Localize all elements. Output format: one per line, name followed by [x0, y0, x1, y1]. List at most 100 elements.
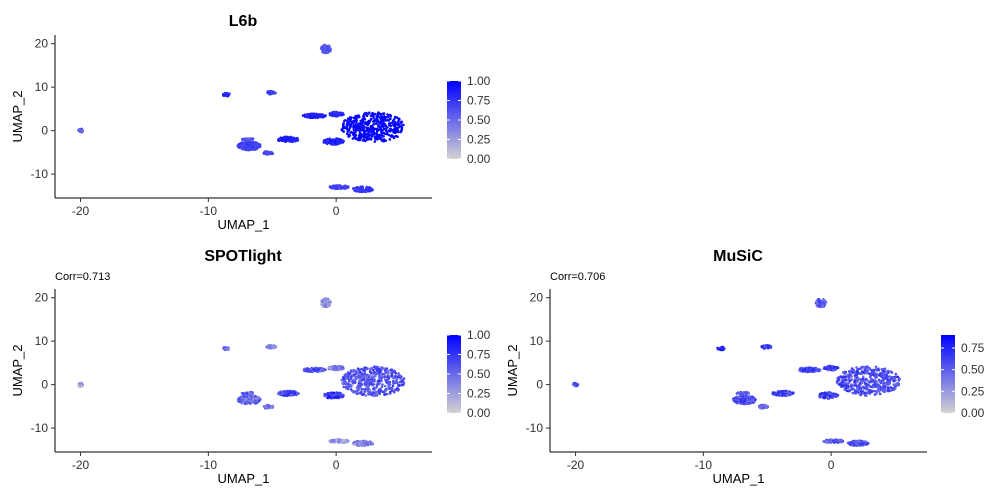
data-point — [337, 391, 341, 395]
legend-label: 1.00 — [467, 74, 491, 88]
data-point — [841, 379, 844, 383]
data-point — [242, 395, 245, 398]
data-point — [877, 368, 880, 372]
data-point — [354, 137, 358, 141]
data-point — [352, 187, 356, 190]
data-point — [853, 371, 857, 375]
data-point — [843, 388, 846, 391]
data-point — [398, 380, 402, 384]
data-point — [886, 383, 890, 386]
data-point — [739, 400, 743, 403]
data-point — [882, 368, 885, 371]
data-point — [375, 386, 378, 389]
correlation-label: Corr=0.713 — [55, 271, 110, 283]
data-point — [331, 111, 334, 114]
data-point — [380, 133, 384, 137]
data-point — [844, 383, 847, 387]
data-point — [338, 111, 342, 115]
data-point — [850, 368, 853, 372]
data-point — [267, 344, 270, 347]
data-point — [372, 387, 375, 391]
y-tick-label: 20 — [35, 37, 49, 51]
data-point — [329, 300, 332, 304]
data-point — [251, 137, 255, 140]
legend-label: 0.25 — [467, 133, 491, 147]
data-point — [355, 372, 358, 375]
data-point — [324, 51, 328, 55]
x-tick-label: 0 — [333, 204, 340, 218]
data-point — [397, 372, 400, 375]
data-point — [339, 367, 342, 370]
data-point — [364, 190, 367, 194]
data-point — [392, 118, 396, 121]
data-point — [878, 380, 882, 384]
data-point — [286, 394, 290, 397]
data-point — [886, 369, 890, 373]
data-point — [874, 365, 878, 369]
data-point — [389, 134, 393, 138]
x-tick-label: -10 — [695, 458, 713, 472]
data-point — [858, 392, 862, 395]
legend-colorbar — [447, 335, 461, 413]
data-point — [238, 144, 241, 147]
data-point — [316, 115, 320, 118]
data-point — [352, 373, 356, 376]
scatter-points — [77, 43, 405, 194]
data-point — [384, 389, 388, 392]
data-point — [889, 389, 893, 392]
data-point — [269, 406, 273, 409]
data-point — [342, 377, 346, 381]
data-point — [341, 366, 344, 369]
data-point — [865, 371, 869, 375]
data-point — [855, 366, 858, 369]
data-point — [321, 113, 325, 116]
data-point — [747, 402, 751, 406]
data-point — [853, 440, 856, 444]
data-point — [352, 443, 356, 446]
data-point — [760, 405, 764, 408]
data-point — [753, 397, 756, 400]
data-point — [836, 376, 839, 380]
data-point — [372, 128, 376, 131]
data-point — [807, 369, 811, 372]
data-point — [244, 139, 247, 142]
y-axis-title: UMAP_2 — [10, 344, 25, 396]
data-point — [885, 373, 888, 376]
data-point — [864, 365, 867, 369]
y-tick-label: 20 — [35, 291, 49, 305]
panel-title: SPOTlight — [204, 248, 282, 265]
data-point — [324, 139, 327, 143]
data-point — [344, 119, 347, 122]
data-point — [400, 120, 404, 124]
data-point — [245, 402, 249, 405]
data-point — [366, 126, 370, 130]
data-point — [342, 385, 346, 389]
data-point — [398, 374, 402, 378]
data-point — [342, 441, 346, 444]
data-point — [364, 440, 368, 444]
data-point — [355, 189, 359, 193]
data-point — [390, 121, 393, 125]
data-point — [358, 138, 362, 142]
y-tick-label: 10 — [35, 334, 49, 348]
data-point — [402, 123, 405, 127]
x-tick-label: 0 — [333, 458, 340, 472]
data-point — [372, 391, 376, 395]
data-point — [342, 124, 345, 128]
data-point — [855, 388, 859, 391]
data-point — [853, 380, 856, 384]
data-point — [254, 400, 257, 403]
data-point — [243, 148, 246, 151]
data-point — [320, 115, 324, 118]
data-point — [880, 368, 884, 371]
data-point — [396, 375, 400, 379]
data-point — [371, 375, 374, 379]
data-point — [258, 145, 262, 148]
legend-label: 0.50 — [961, 363, 985, 377]
data-point — [359, 371, 363, 374]
data-point — [345, 123, 349, 127]
data-point — [322, 50, 326, 53]
data-point — [857, 439, 860, 443]
data-point — [846, 378, 849, 382]
data-point — [340, 140, 343, 144]
